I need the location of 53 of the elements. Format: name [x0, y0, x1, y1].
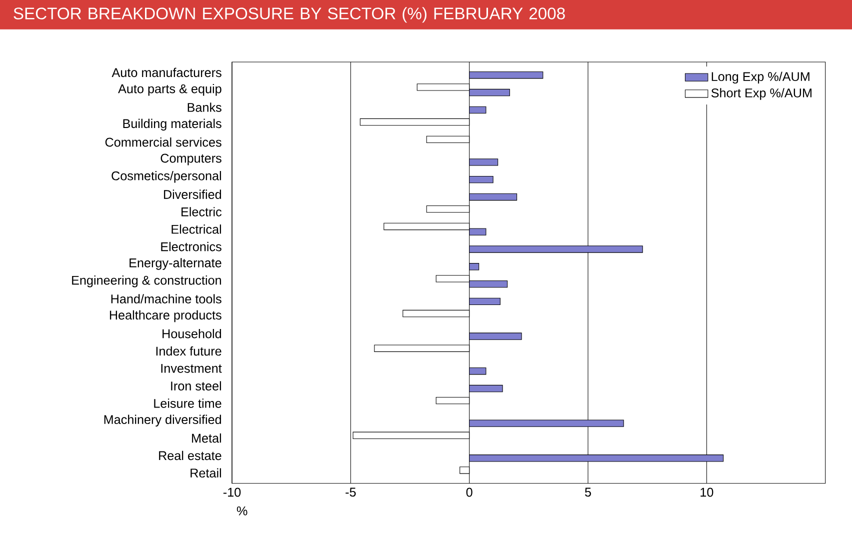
y-tick-label: Real estate: [159, 450, 222, 460]
y-tick-label: Cosmetics/personal: [112, 171, 221, 183]
y-tick-label: Index future: [156, 346, 222, 356]
bar: [469, 420, 624, 427]
x-tick-label: 5: [584, 488, 591, 497]
bar: [469, 246, 643, 253]
y-tick-label: Electrical: [172, 224, 222, 234]
bar: [469, 158, 498, 166]
bar: [436, 396, 470, 404]
y-tick-label: Auto parts & equip: [118, 84, 222, 96]
y-tick-label: Metal: [192, 433, 222, 443]
x-axis-title: %: [236, 506, 248, 516]
bar: [469, 193, 518, 201]
bar: [426, 205, 470, 213]
bar: [426, 136, 470, 144]
bar: [469, 72, 544, 79]
y-tick-label: Household: [162, 328, 222, 338]
y-tick-label: Engineering & construction: [72, 275, 222, 288]
bar: [469, 263, 480, 270]
x-tick-label: 10: [700, 488, 714, 497]
y-tick-label: Building materials: [123, 118, 222, 131]
y-tick-label: Investment: [161, 364, 222, 373]
bar: [469, 332, 522, 340]
bar: [469, 384, 503, 392]
legend-label: Long Exp %/AUM: [712, 72, 810, 84]
y-tick-label: Iron steel: [171, 381, 221, 390]
y-tick-label: Auto manufacturers: [112, 68, 222, 78]
bar: [469, 298, 500, 306]
y-tick-label: Diversified: [164, 190, 222, 199]
bar: [469, 176, 494, 184]
x-tick-label: 0: [466, 488, 472, 497]
y-tick-label: Hand/machine tools: [111, 294, 222, 304]
bar: [374, 344, 470, 352]
bar: [469, 106, 486, 114]
y-tick-label: Commercial services: [105, 137, 222, 147]
y-tick-label: Healthcare products: [110, 310, 222, 322]
y-tick-label: Electric: [182, 207, 222, 216]
bar: [360, 118, 470, 126]
y-tick-label: Electronics: [161, 242, 222, 252]
bar: [352, 432, 470, 440]
legend-label: Short Exp %/AUM: [711, 88, 812, 100]
bar: [460, 466, 470, 474]
y-tick-label: Energy-alternate: [130, 258, 222, 270]
x-tick-label: -10: [223, 488, 241, 497]
chart-title: SECTOR BREAKDOWN EXPOSURE BY SECTOR (%) FEBRUARY 2008: [14, 7, 565, 23]
bar: [469, 367, 486, 375]
y-tick-label: Machinery diversified: [104, 414, 222, 427]
bar: [402, 310, 470, 318]
y-tick-label: Banks: [188, 102, 222, 112]
y-tick-label: Retail: [190, 468, 222, 478]
y-tick-label: Computers: [160, 154, 222, 166]
x-tick-label: -5: [346, 488, 356, 497]
y-tick-label: Leisure time: [154, 398, 222, 408]
